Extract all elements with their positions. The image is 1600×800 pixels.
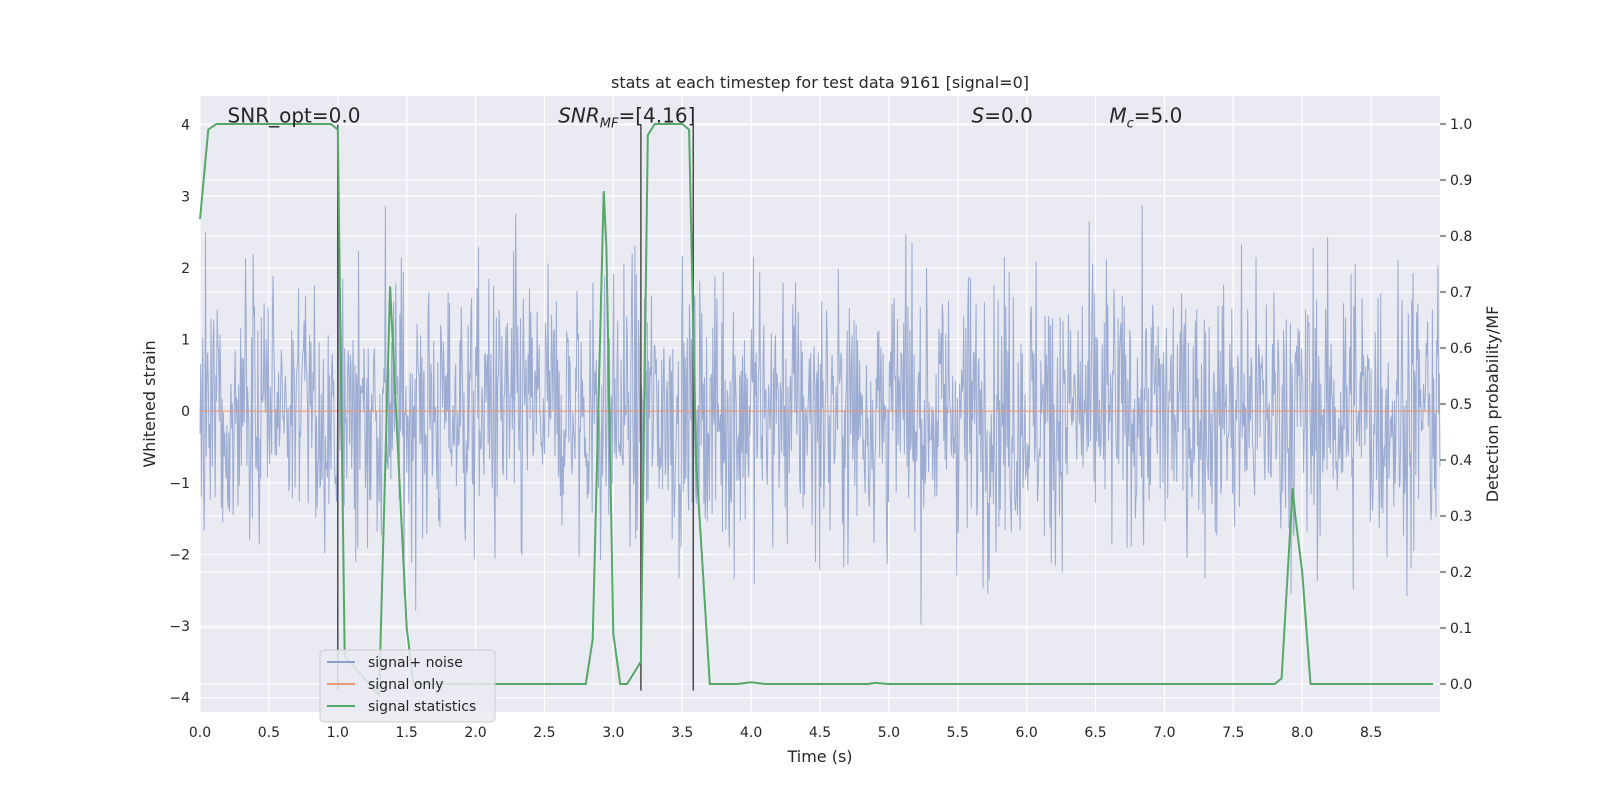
y-tick-label: 3 [181,189,190,205]
x-tick-label: 2.5 [533,725,555,741]
x-tick-label: 2.0 [464,725,486,741]
x-tick-label: 7.0 [1153,725,1175,741]
x-tick-label: 6.0 [1016,725,1038,741]
x-tick-label: 8.0 [1291,725,1313,741]
y2-tick-label: 0.3 [1450,509,1472,525]
y-tick-label: 0 [181,404,190,420]
x-tick-label: 5.0 [878,725,900,741]
y-axis-label: Whitened strain [140,340,159,467]
x-tick-label: 3.5 [671,725,693,741]
y-tick-label: 4 [181,118,190,134]
left-y-ticks: −4 −3 −2 −1 0 1 2 3 4 [169,118,190,707]
y-tick-label: −1 [169,476,190,492]
y2-tick-label: 0.4 [1450,453,1472,469]
y2-tick-label: 0.7 [1450,285,1472,301]
x-tick-label: 5.5 [947,725,969,741]
y2-tick-label: 1.0 [1450,117,1472,133]
y2-axis-label: Detection probability/MF [1483,306,1502,503]
annotation-snr-opt: SNR_opt=0.0 [228,103,361,127]
x-tick-label: 4.5 [809,725,831,741]
noise-line [199,205,1441,625]
x-tick-label: 4.0 [740,725,762,741]
x-tick-label: 0.0 [189,725,211,741]
annotation-s-value: S=0.0 [972,103,1033,127]
x-tick-label: 0.5 [258,725,280,741]
x-axis-label: Time (s) [786,747,852,766]
x-tick-label: 6.5 [1084,725,1106,741]
statistics-line [199,123,1434,698]
y2-tick-label: 0.0 [1450,677,1472,693]
x-tick-label: 1.5 [396,725,418,741]
y-tick-label: −2 [169,547,190,563]
y2-tick-label: 0.9 [1450,173,1472,189]
annotations: SNR_opt=0.0 SNRMF=[4.16] S=0.0 Mc=5.0 [228,103,1183,131]
y-tick-label: −3 [169,619,190,635]
y2-tick-label: 0.6 [1450,341,1472,357]
annotation-snr-mf: SNRMF=[4.16] [558,103,695,131]
annotation-mc-value: Mc=5.0 [1109,103,1182,131]
y-tick-label: 2 [181,261,190,277]
x-ticks: 0.0 0.5 1.0 1.5 2.0 2.5 3.0 3.5 4.0 4.5 5.0 5.5 6.0 6… [189,725,1382,741]
chart-title: stats at each timestep for test data 916… [611,73,1029,92]
x-tick-label: 1.0 [327,725,349,741]
y-tick-label: −4 [169,691,190,707]
y-tick-label: 1 [181,333,190,349]
legend: signal+ noise signal only signal statist… [319,649,496,723]
right-y-ticks: 0.0 0.1 0.2 0.3 0.4 0.5 0.6 0.7 0.8 0.9 1.0 [1440,117,1472,693]
noise-series [199,205,1441,625]
y2-tick-label: 0.1 [1450,621,1472,637]
legend-label-stats: signal statistics [368,699,476,715]
y2-tick-label: 0.5 [1450,397,1472,413]
x-tick-label: 3.0 [602,725,624,741]
statistics-series [199,123,1434,698]
y2-tick-label: 0.2 [1450,565,1472,581]
legend-label-noise: signal+ noise [368,655,463,671]
legend-box [319,649,496,723]
legend-label-signal: signal only [368,677,443,693]
x-tick-label: 7.5 [1222,725,1244,741]
y2-tick-label: 0.8 [1450,229,1472,245]
x-tick-label: 8.5 [1360,725,1382,741]
